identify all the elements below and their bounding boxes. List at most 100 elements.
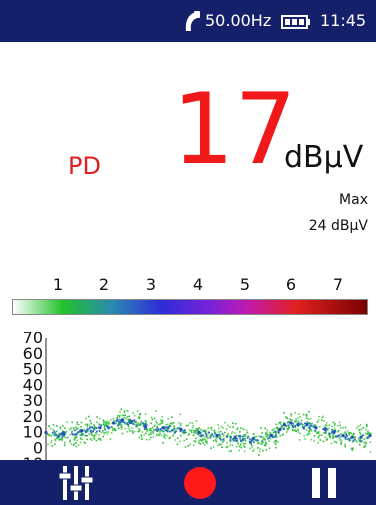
scatter-point <box>159 433 162 435</box>
scatter-point <box>264 433 267 436</box>
scatter-point <box>93 438 96 440</box>
scatter-point <box>162 442 164 444</box>
scatter-point <box>252 433 255 435</box>
scatter-point <box>229 440 232 443</box>
scatter-point <box>340 433 342 435</box>
scatter-point <box>50 441 52 444</box>
scatter-point <box>308 432 311 435</box>
scatter-point <box>356 440 358 443</box>
y-tick-label: 20 <box>23 407 43 426</box>
scatter-point <box>304 422 306 425</box>
scatter-point <box>187 433 190 436</box>
scatter-point <box>153 417 156 420</box>
scatter-point <box>331 428 333 431</box>
scatter-point <box>77 427 79 430</box>
scatter-point <box>306 433 309 436</box>
scatter-point <box>171 416 173 418</box>
scatter-point <box>183 431 186 434</box>
scatter-point <box>153 425 156 428</box>
scatter-point <box>215 437 218 439</box>
scatter-point <box>231 444 234 446</box>
scatter-point <box>334 430 337 432</box>
record-button[interactable] <box>172 460 228 505</box>
scatter-point <box>348 434 351 436</box>
scatter-point <box>86 426 89 428</box>
scatter-point <box>198 442 200 444</box>
scatter-point <box>350 432 352 435</box>
scatter-point <box>339 426 342 429</box>
scatter-point <box>76 421 79 424</box>
scatter-point <box>218 443 221 446</box>
scale-number: 5 <box>239 275 251 294</box>
data-point <box>129 419 134 424</box>
scatter-point <box>159 422 162 425</box>
scatter-point <box>79 429 82 431</box>
scatter-point <box>168 437 171 440</box>
scatter-point <box>262 438 264 441</box>
scatter-point <box>159 431 161 433</box>
scatter-point <box>223 437 225 440</box>
scatter-point <box>64 427 66 429</box>
scatter-point <box>326 429 329 431</box>
scatter-point <box>71 432 73 435</box>
scatter-point <box>138 424 140 426</box>
bottom-toolbar <box>0 460 376 505</box>
scatter-point <box>92 427 95 430</box>
scatter-point <box>81 433 84 435</box>
scatter-point <box>306 417 308 419</box>
scatter-point <box>163 435 165 438</box>
scatter-point <box>222 435 225 437</box>
scatter-point <box>212 446 215 448</box>
scatter-point <box>169 436 171 439</box>
scatter-point <box>297 420 300 423</box>
scatter-point <box>279 435 282 437</box>
scatter-point <box>91 426 94 429</box>
scatter-point <box>200 434 202 436</box>
scatter-point <box>341 440 343 443</box>
scatter-point <box>73 433 76 436</box>
scatter-point <box>120 424 122 427</box>
scatter-point <box>177 427 180 430</box>
scatter-point <box>136 422 139 425</box>
scatter-point <box>352 447 354 450</box>
scatter-point <box>128 421 130 424</box>
scatter-point <box>87 431 89 433</box>
scatter-point <box>95 426 98 429</box>
scatter-point <box>240 427 242 429</box>
scatter-point <box>84 431 87 434</box>
scatter-point <box>132 423 135 425</box>
scatter-point <box>105 424 107 426</box>
scatter-point <box>207 437 209 440</box>
scatter-point <box>309 425 312 428</box>
scatter-point <box>106 425 108 428</box>
scatter-point <box>346 429 349 432</box>
scatter-point <box>191 426 194 429</box>
scatter-point <box>81 438 83 441</box>
scatter-point <box>49 434 51 436</box>
scatter-point <box>242 442 245 445</box>
scatter-point <box>246 436 249 439</box>
scatter-point <box>179 413 182 416</box>
scatter-point <box>133 423 136 426</box>
scatter-point <box>95 433 98 436</box>
y-tick-label: 50 <box>23 360 43 379</box>
scatter-point <box>53 434 56 437</box>
scatter-point <box>221 441 224 443</box>
scatter-point <box>161 422 164 424</box>
scatter-point <box>204 444 206 446</box>
scatter-point <box>184 446 187 448</box>
settings-button[interactable] <box>48 460 104 505</box>
scatter-point <box>365 428 367 431</box>
scatter-point <box>148 429 151 432</box>
scatter-point <box>308 429 311 432</box>
scatter-point <box>69 439 72 442</box>
scatter-point <box>167 426 170 429</box>
scatter-point <box>337 425 339 427</box>
scatter-point <box>207 427 209 430</box>
scatter-point <box>254 436 257 439</box>
scatter-point <box>255 435 258 438</box>
pause-button[interactable] <box>296 460 352 505</box>
scatter-point <box>268 440 271 442</box>
scatter-point <box>282 428 285 430</box>
scatter-point <box>137 430 140 433</box>
